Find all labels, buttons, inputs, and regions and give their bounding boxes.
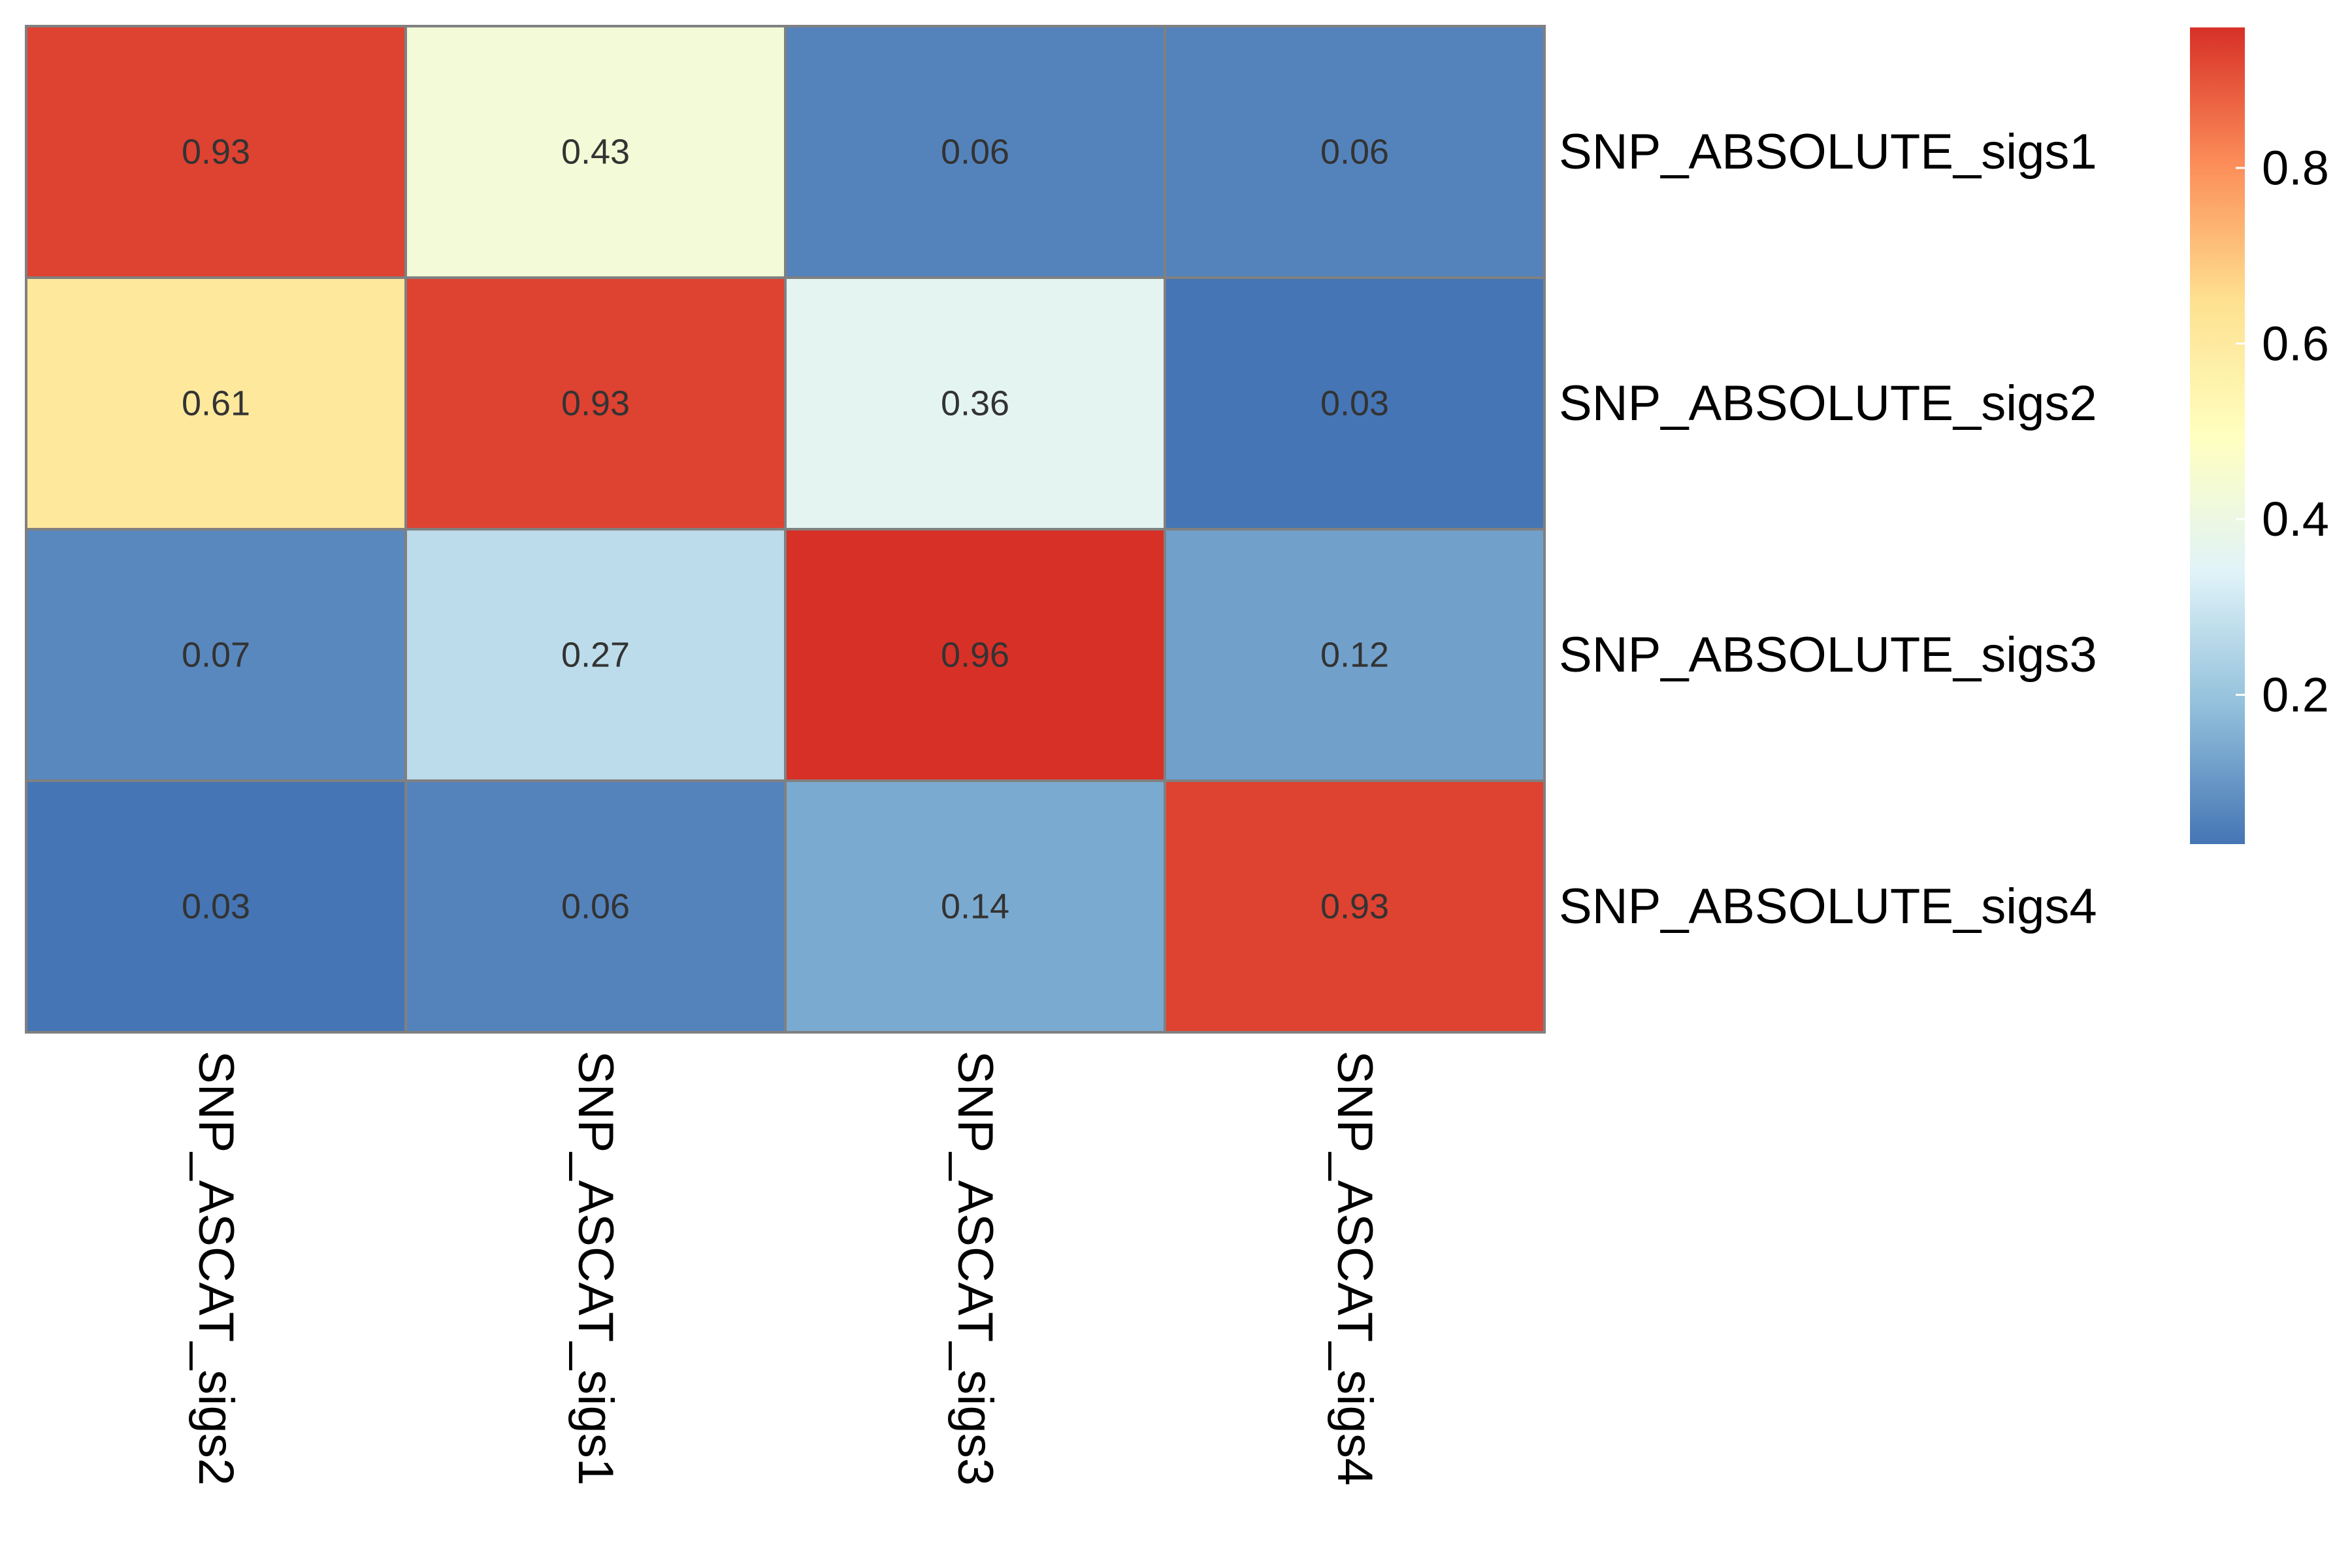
legend-tick-label: 0.2 (2262, 668, 2329, 722)
heatmap-cell (404, 779, 787, 1034)
column-labels: SNP_ASCAT_sigs2 SNP_ASCAT_sigs1 SNP_ASCAT_… (188, 1051, 1382, 1486)
legend-tick-label: 0.6 (2262, 316, 2329, 370)
cell-value-label: 0.61 (182, 384, 250, 423)
row-label: SNP_ABSOLUTE_sigs2 (1559, 376, 2097, 431)
cell-value-label: 0.96 (941, 636, 1009, 675)
row-labels: SNP_ABSOLUTE_sigs1 SNP_ABSOLUTE_sigs2 SNP_… (1559, 124, 2097, 934)
heatmap-cell (784, 25, 1166, 279)
heatmap-cell (784, 779, 1166, 1034)
legend-tick-label: 0.4 (2262, 492, 2329, 546)
cell-value-label: 0.93 (561, 384, 630, 423)
column-label: SNP_ASCAT_sigs3 (947, 1051, 1003, 1486)
heatmap-cell (1164, 528, 1546, 782)
heatmap-cell (404, 276, 787, 531)
column-label: SNP_ASCAT_sigs2 (188, 1051, 244, 1486)
cell-value-label: 0.36 (941, 384, 1009, 423)
heatmap-cell (25, 779, 407, 1034)
cell-value-label: 0.93 (182, 133, 250, 172)
cell-value-label: 0.06 (561, 887, 630, 926)
cell-value-label: 0.06 (1320, 133, 1389, 172)
legend-ticks: 0.2 0.4 0.6 0.8 (2236, 141, 2329, 722)
row-label: SNP_ABSOLUTE_sigs4 (1559, 879, 2097, 934)
heatmap-cells: 0.93 0.43 0.06 0.06 0.61 0.93 0.36 0.03 0.07 0.27… (25, 25, 1546, 1034)
heatmap-cell (25, 276, 407, 531)
legend-color-bar (2190, 27, 2245, 844)
cell-value-label: 0.14 (941, 887, 1009, 926)
cell-value-label: 0.93 (1320, 887, 1389, 926)
cell-value-label: 0.27 (561, 636, 630, 675)
color-legend: 0.2 0.4 0.6 0.8 (2190, 27, 2329, 844)
column-label: SNP_ASCAT_sigs4 (1327, 1051, 1382, 1486)
heatmap-cell (1164, 25, 1546, 279)
legend-tick-label: 0.8 (2262, 141, 2329, 195)
row-label: SNP_ABSOLUTE_sigs1 (1559, 124, 2097, 180)
heatmap-cell (25, 25, 407, 279)
cell-value-label: 0.07 (182, 636, 250, 675)
heatmap-cell (1164, 276, 1546, 531)
cell-value-label: 0.12 (1320, 636, 1389, 675)
row-label: SNP_ABSOLUTE_sigs3 (1559, 627, 2097, 683)
heatmap-cell (404, 25, 787, 279)
cell-value-label: 0.03 (182, 887, 250, 926)
heatmap-cell (404, 528, 787, 782)
column-label: SNP_ASCAT_sigs1 (568, 1051, 623, 1486)
cell-value-label: 0.43 (561, 133, 630, 172)
cell-value-label: 0.03 (1320, 384, 1389, 423)
heatmap-cell (1164, 779, 1546, 1034)
cell-value-label: 0.06 (941, 133, 1009, 172)
